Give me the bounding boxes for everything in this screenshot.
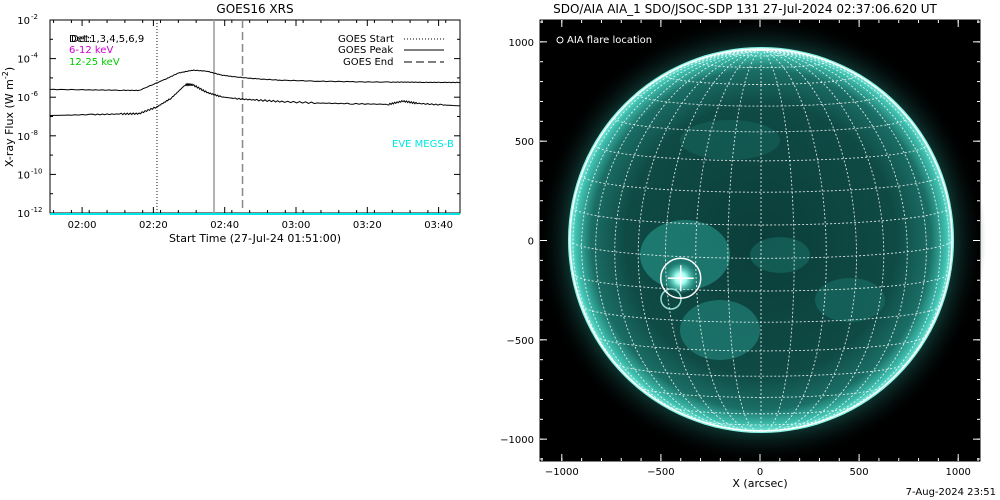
aia-y-tick-label: 0 — [528, 237, 534, 248]
grid-line — [727, 52, 795, 57]
eve-megs-b-label: EVE MEGS-B — [392, 139, 454, 150]
grid-line — [595, 144, 927, 162]
grid-line — [760, 49, 795, 431]
legend-goes-end: GOES End — [343, 57, 393, 68]
goes-y-tick-exponent: -4 — [31, 52, 39, 60]
grid-line — [695, 49, 762, 431]
limb-outline — [569, 48, 953, 432]
goes-y-tick-label: 10 — [17, 93, 30, 104]
grid-line — [698, 420, 824, 426]
grid-line — [760, 49, 885, 431]
goes-title: GOES16 XRS — [216, 2, 293, 16]
goes-x-tick-label: 03:20 — [353, 220, 382, 231]
series-long-channel — [49, 69, 461, 92]
goes-xrs-chart: GOES16 XRS X-ray Flux (W m-2) 10-210-410… — [1, 2, 461, 245]
flare-legend-symbol — [556, 36, 564, 44]
heliographic-grid — [570, 49, 952, 431]
sun-image — [536, 15, 986, 465]
grid-line — [760, 49, 827, 431]
goes-y-label-exp: -2 — [1, 71, 10, 79]
goes-y-tick-exponent: -12 — [31, 206, 42, 214]
goes-x-axis-label: Start Time (27-Jul-24 01:51:00) — [169, 232, 341, 245]
goes-x-tick-label: 03:00 — [282, 220, 311, 231]
goes-y-tick-exponent: -10 — [31, 167, 42, 175]
active-regions — [640, 120, 885, 360]
goes-x-tick-label: 02:40 — [210, 220, 239, 231]
goes-y-tick-label: 10 — [17, 209, 30, 220]
goes-x-tick-label: 03:40 — [424, 220, 453, 231]
goes-y-label-tail: ) — [3, 67, 16, 71]
goes-y-axis-label: X-ray Flux (W m-2) — [1, 67, 16, 167]
band-label-12-25: 12-25 keV — [69, 57, 120, 68]
grid-line — [581, 174, 941, 193]
grid-line — [637, 49, 762, 431]
goes-legend: GOES Start GOES Peak GOES End — [338, 34, 444, 68]
grid-line — [665, 75, 857, 85]
aia-y-tick-label: −500 — [507, 336, 534, 347]
grid-line — [760, 49, 950, 407]
goes-y-tick-label: 10 — [17, 170, 30, 181]
footer-timestamp: 7-Aug-2024 23:51 — [905, 487, 996, 498]
goes-vertical-markers — [156, 20, 244, 213]
aia-y-tick-label: −1000 — [500, 435, 534, 446]
legend-goes-start: GOES Start — [338, 34, 394, 45]
series-short-channel — [49, 82, 461, 116]
aia-y-tick-label: 500 — [515, 137, 534, 148]
goes-x-tick-label: 02:00 — [68, 220, 97, 231]
flare-marker — [659, 257, 702, 299]
goes-y-tick-label: 10 — [17, 55, 30, 66]
aia-image-chart: SDO/AIA AIA_1 SDO/JSOC-SDP 131 27-Jul-20… — [500, 2, 986, 490]
detector-label: Det:1,3,4,5,6,9 — [69, 34, 144, 45]
grid-line — [760, 49, 941, 424]
solar-disk — [568, 47, 954, 433]
active-region-north — [680, 120, 780, 160]
active-region-center — [750, 237, 810, 273]
goes-y-tick-exponent: -8 — [31, 129, 38, 137]
aia-x-tick-label: 1000 — [945, 467, 970, 478]
aia-x-ticks: −1000 −500 0 500 1000 — [541, 20, 979, 478]
aia-x-tick-label: 500 — [850, 467, 869, 478]
band-label-6-12: 6-12 keV — [69, 45, 113, 56]
goes-series — [49, 69, 461, 215]
aia-y-ticks: 1000 500 0 −500 −1000 — [500, 21, 980, 460]
grid-line — [760, 49, 927, 429]
aia-x-tick-label: −500 — [647, 467, 674, 478]
legend-goes-peak: GOES Peak — [338, 45, 393, 56]
active-region-east — [640, 220, 730, 290]
grid-line — [639, 387, 883, 398]
goes-x-tick-label: 02:20 — [139, 220, 168, 231]
detector-label-overlap: Det: — [71, 34, 92, 45]
aia-y-tick-label: 1000 — [509, 38, 534, 49]
goes-y-label-main: X-ray Flux (W m — [3, 79, 16, 167]
active-region-south — [680, 300, 760, 360]
grid-line — [595, 49, 762, 429]
goes-y-tick-exponent: -2 — [31, 13, 38, 21]
grid-line — [727, 49, 762, 431]
grid-line — [615, 363, 907, 377]
flare-legend-text: AIA flare location — [567, 35, 652, 46]
grid-line — [665, 49, 762, 431]
grid-line — [760, 49, 857, 431]
grid-line — [581, 49, 762, 424]
goes-y-tick-exponent: -6 — [31, 90, 39, 98]
aia-x-axis-label: X (arcsec) — [732, 477, 787, 490]
goes-y-tick-label: 10 — [17, 132, 30, 143]
aia-x-tick-label: 0 — [757, 467, 763, 478]
active-region-west — [815, 278, 885, 322]
goes-y-tick-label: 10 — [17, 16, 30, 27]
flare-location-circle — [659, 257, 702, 299]
aia-x-tick-label: −1000 — [545, 467, 579, 478]
grid-line — [572, 49, 762, 407]
aia-title: SDO/AIA AIA_1 SDO/JSOC-SDP 131 27-Jul-20… — [553, 2, 937, 16]
